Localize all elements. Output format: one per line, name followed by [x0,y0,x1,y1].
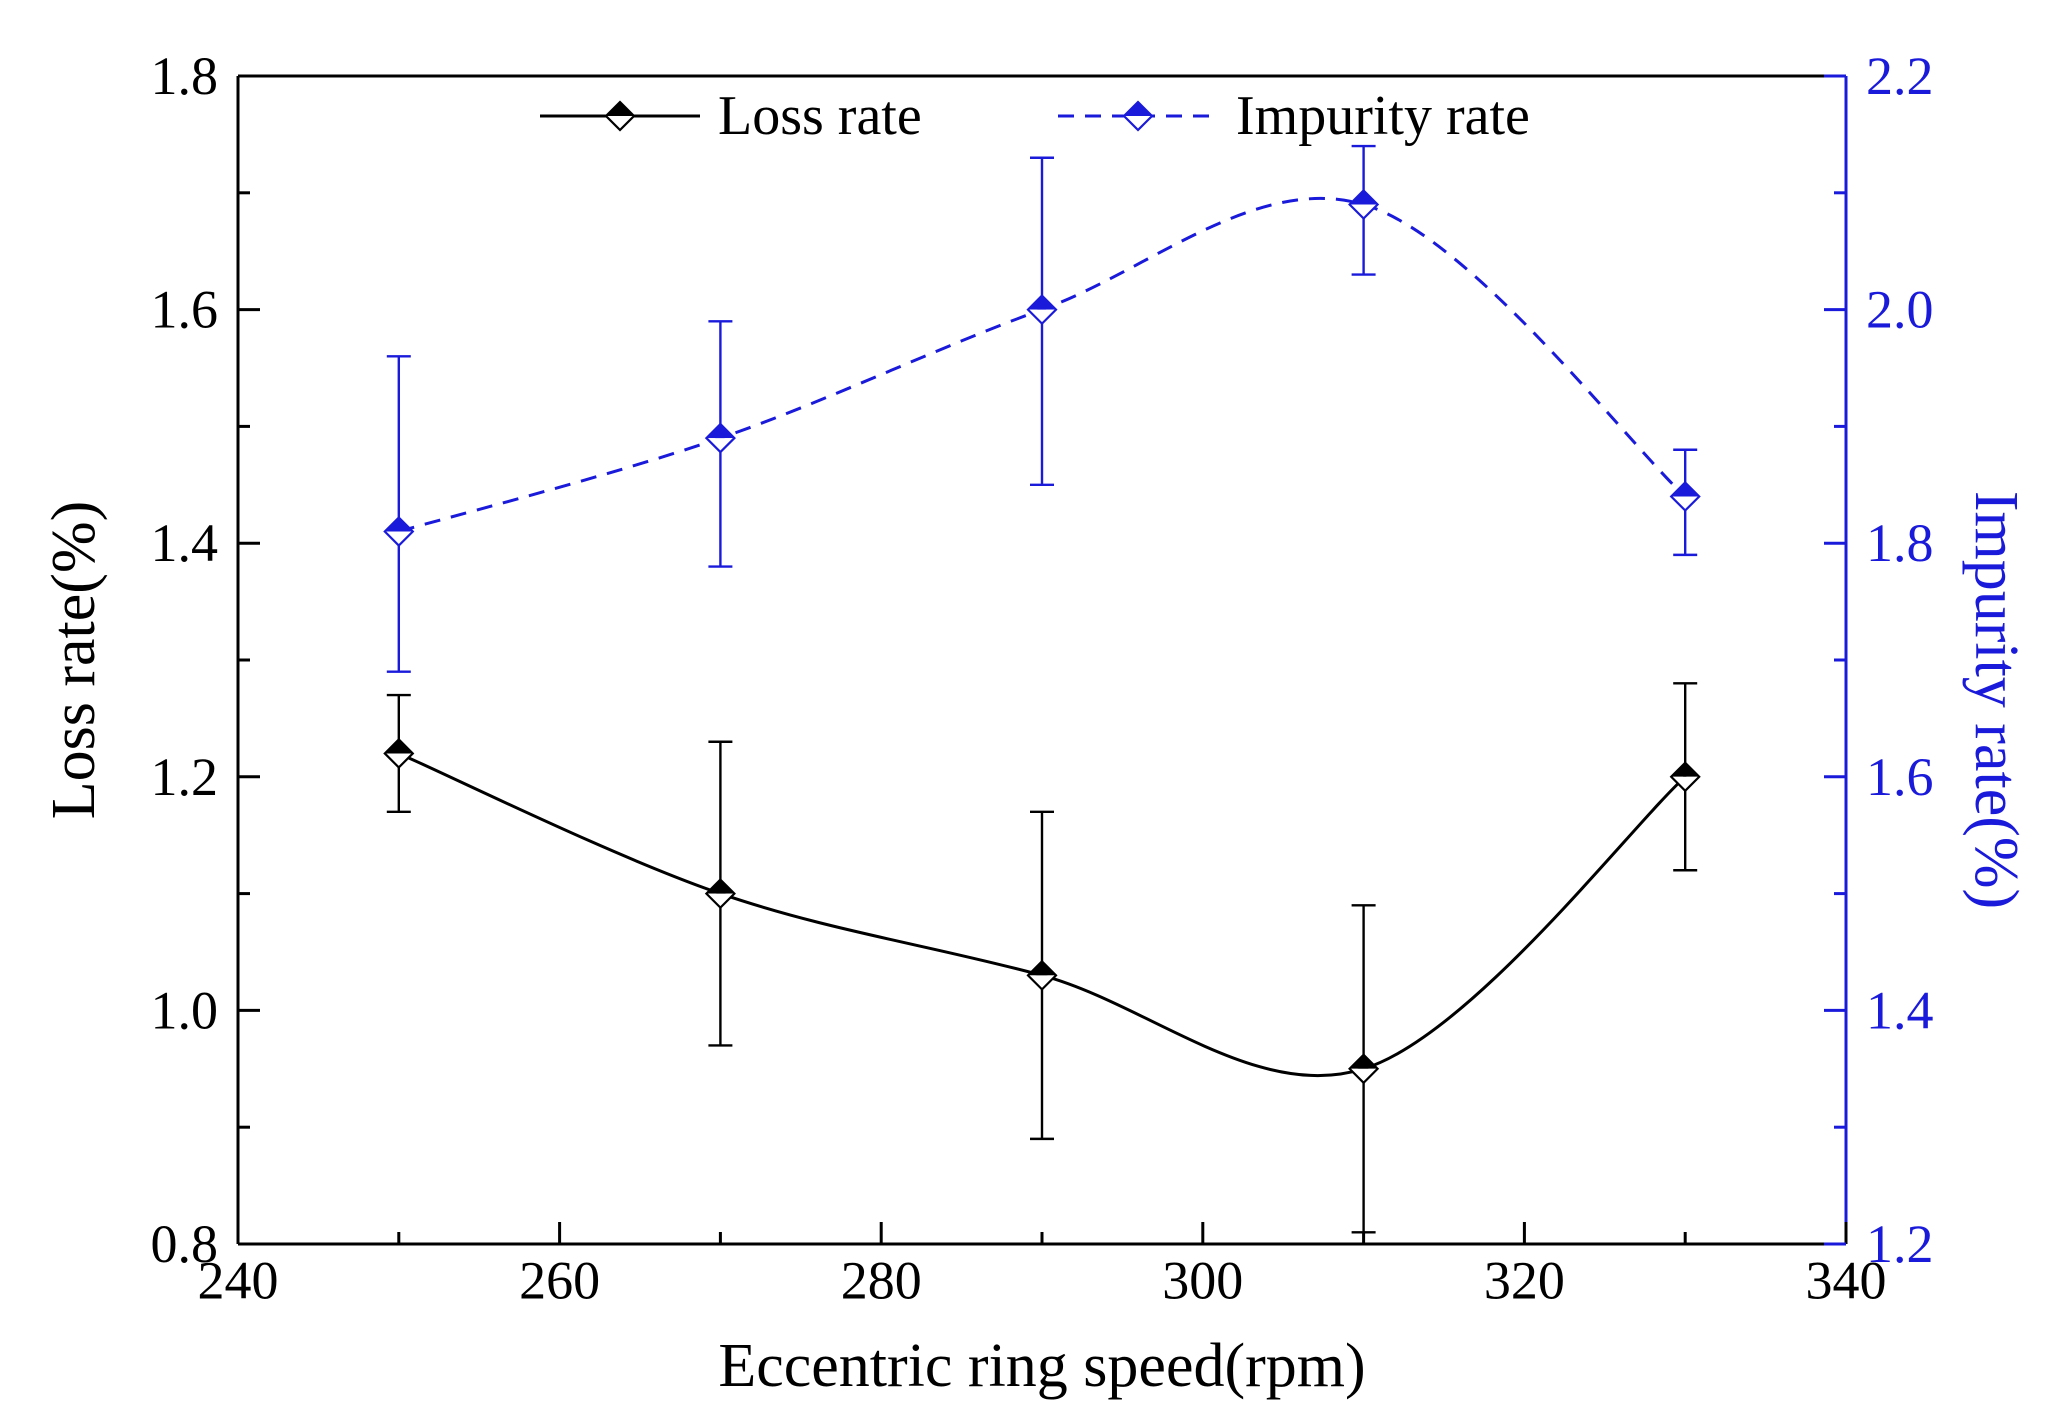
diamond-marker-icon [1028,295,1056,310]
diamond-marker-icon [384,739,413,754]
left-tick-label: 1.4 [151,513,219,573]
diamond-marker-icon [1349,1054,1378,1069]
series-line [398,752,1687,1078]
right-tick-label: 2.0 [1866,280,1934,340]
series-impurity-rate [383,144,1701,673]
left-tick-label: 1.6 [151,280,219,340]
right-tick-label: 1.4 [1866,980,1934,1040]
x-tick-label: 280 [841,1250,922,1310]
diamond-marker-icon [706,879,735,894]
diamond-marker-icon [1349,190,1378,205]
right-tick-label: 1.2 [1866,1214,1934,1274]
legend-label: Impurity rate [1236,85,1530,147]
x-tick-label: 240 [198,1250,279,1310]
legend: Loss rate Impurity rate [540,85,1530,147]
left-tick-label: 1.2 [151,747,219,807]
left-axis-title: Loss rate(%) [40,501,108,819]
right-tick-label: 1.6 [1866,747,1934,807]
diamond-marker-icon [1028,961,1056,976]
right-axis-ticks: 1.2 1.4 1.6 1.8 2.0 2.2 [1824,46,1934,1274]
right-axis-title: Impurity rate(%) [1962,491,2030,909]
right-tick-label: 2.2 [1866,46,1934,106]
diamond-marker-icon [606,102,634,116]
left-tick-label: 1.0 [151,980,219,1040]
diamond-marker-icon [384,517,413,532]
x-axis-title: Eccentric ring speed(rpm) [718,1332,1365,1400]
x-axis-ticks: 240 260 280 300 320 340 [198,1222,1887,1310]
series-loss-rate [383,682,1701,1234]
diamond-marker-icon [1124,102,1152,116]
diamond-marker-icon [706,424,735,439]
diamond-marker-icon [1671,762,1700,777]
x-tick-label: 340 [1806,1250,1887,1310]
series-line [398,197,1687,533]
left-tick-label: 1.8 [151,46,219,106]
x-tick-label: 300 [1162,1250,1243,1310]
x-tick-label: 320 [1484,1250,1565,1310]
diamond-marker-icon [1671,482,1700,497]
x-tick-label: 260 [519,1250,600,1310]
left-axis-ticks: 0.8 1.0 1.2 1.4 1.6 1.8 [151,46,260,1274]
left-tick-label: 0.8 [151,1214,219,1274]
legend-label: Loss rate [718,85,922,147]
right-tick-label: 1.8 [1866,513,1934,573]
